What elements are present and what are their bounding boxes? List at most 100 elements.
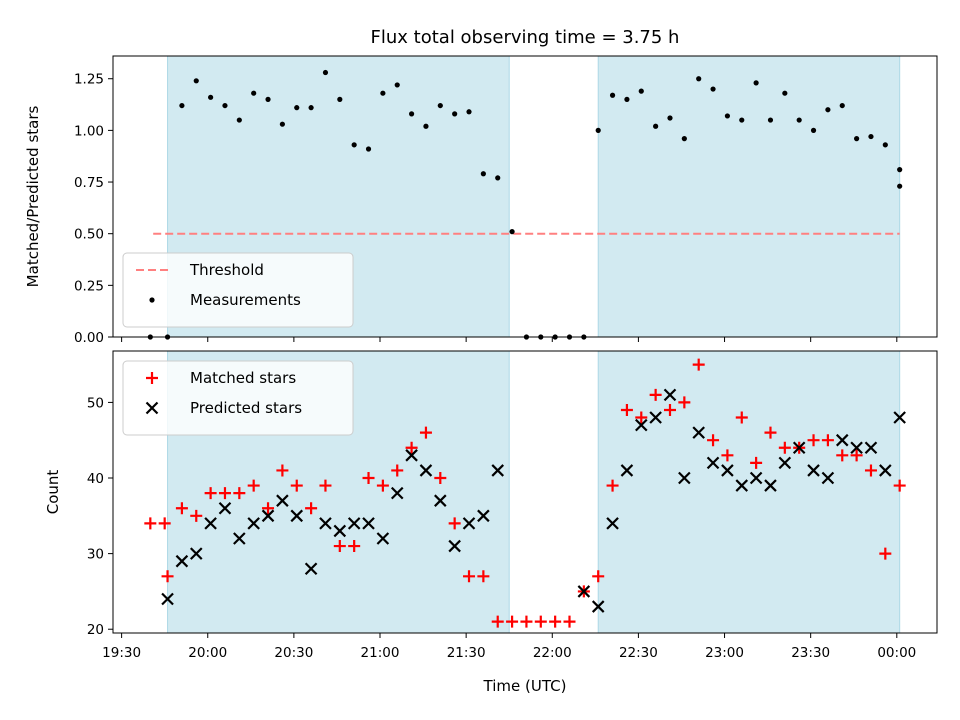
- data-point: [549, 615, 562, 628]
- data-point: [423, 123, 429, 129]
- data-point: [491, 615, 504, 628]
- data-point: [864, 441, 878, 455]
- data-point: [534, 615, 547, 628]
- data-point: [419, 426, 432, 439]
- data-point: [222, 102, 228, 109]
- y-tick-label: 1.25: [74, 72, 104, 88]
- data-point: [577, 585, 591, 598]
- data-point: [208, 94, 214, 100]
- data-point: [251, 90, 257, 96]
- data-point: [434, 494, 447, 507]
- data-point: [190, 509, 203, 522]
- y-tick-label: 30: [87, 547, 104, 563]
- data-point: [836, 449, 849, 462]
- data-point: [158, 517, 171, 530]
- data-point: [839, 102, 845, 109]
- data-point: [477, 570, 490, 583]
- data-point: [696, 76, 702, 82]
- y-tick-label: 40: [87, 471, 104, 487]
- data-point: [707, 434, 720, 447]
- data-point: [279, 121, 285, 127]
- data-point: [678, 396, 691, 409]
- data-point: [663, 388, 677, 402]
- legend-label: Measurements: [190, 291, 301, 309]
- legend-label: Threshold: [189, 261, 264, 279]
- data-point: [653, 123, 659, 129]
- y-axis-label: Matched/Predicted stars: [24, 106, 42, 288]
- data-point: [376, 479, 389, 492]
- bottom-panel: 20 30 40 50 19:30 20:00 20:30 21:00 21:30 22:00 22…: [44, 350, 938, 661]
- data-point: [735, 479, 749, 492]
- data-point: [437, 102, 443, 109]
- data-point: [204, 487, 217, 500]
- y-axis-label: Count: [44, 470, 62, 515]
- data-point: [721, 464, 734, 477]
- data-point: [620, 403, 633, 416]
- data-point: [380, 90, 386, 96]
- data-point: [236, 117, 242, 123]
- data-point: [868, 133, 874, 140]
- data-point: [394, 82, 400, 88]
- data-point: [247, 479, 260, 492]
- data-point: [365, 146, 372, 152]
- data-point: [144, 517, 157, 530]
- x-tick-label: 23:30: [791, 645, 830, 661]
- data-point: [767, 117, 774, 123]
- y-tick-label: 0.50: [74, 227, 104, 243]
- data-point: [294, 105, 300, 111]
- data-point: [893, 411, 906, 424]
- data-point: [319, 479, 332, 492]
- data-point: [233, 532, 246, 545]
- data-point: [305, 502, 318, 515]
- data-point: [233, 487, 246, 500]
- data-point: [204, 517, 217, 530]
- legend-box: [122, 252, 354, 328]
- data-point: [778, 456, 792, 470]
- shaded-interval: [598, 56, 900, 337]
- y-tick-label: 50: [87, 395, 104, 411]
- data-point: [290, 479, 303, 492]
- data-point: [796, 117, 802, 123]
- data-point: [864, 464, 877, 477]
- data-point: [649, 388, 662, 401]
- data-point: [624, 96, 630, 102]
- y-tick-label: 0.75: [74, 175, 104, 191]
- data-point: [710, 86, 716, 92]
- x-tick-label: 00:00: [877, 645, 916, 661]
- legend-swatch: [149, 297, 155, 303]
- legend-label: Matched stars: [190, 369, 296, 387]
- data-point: [322, 69, 329, 76]
- data-point: [333, 540, 346, 553]
- data-point: [319, 517, 332, 530]
- data-point: [792, 441, 806, 455]
- data-point: [495, 175, 501, 181]
- legend: Threshold Measurements: [122, 252, 354, 328]
- y-tick-label: 1.00: [74, 123, 104, 139]
- data-point: [678, 471, 691, 485]
- data-point: [193, 78, 199, 84]
- data-point: [308, 105, 314, 111]
- data-point: [376, 532, 390, 545]
- data-point: [635, 411, 648, 424]
- data-point: [638, 88, 644, 94]
- data-point: [879, 464, 892, 477]
- data-point: [506, 615, 519, 628]
- data-point: [764, 426, 777, 439]
- data-point: [161, 570, 174, 583]
- x-tick-label: 23:00: [705, 645, 744, 661]
- data-point: [390, 486, 404, 500]
- data-point: [261, 509, 275, 523]
- data-point: [854, 136, 860, 142]
- data-point: [509, 229, 515, 235]
- x-tick-label: 20:30: [274, 645, 313, 661]
- data-point: [348, 540, 361, 553]
- data-point: [434, 472, 447, 485]
- data-point: [265, 96, 271, 102]
- data-point: [175, 502, 188, 515]
- data-point: [276, 494, 289, 507]
- data-point: [591, 600, 605, 613]
- x-tick-label: 20:00: [188, 645, 227, 661]
- data-point: [721, 449, 734, 462]
- legend-swatch: [145, 401, 159, 415]
- data-point: [452, 111, 458, 117]
